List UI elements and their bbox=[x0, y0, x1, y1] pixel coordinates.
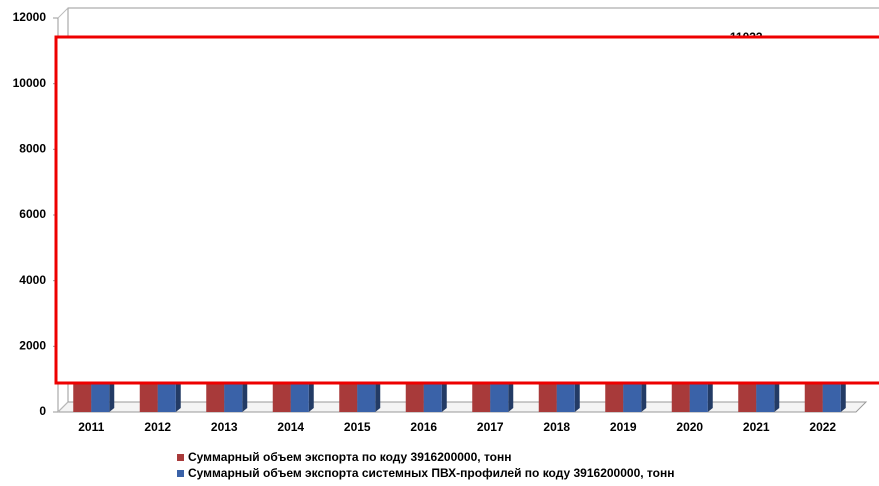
x-tick-label: 2012 bbox=[144, 420, 171, 434]
y-tick-label: 6000 bbox=[19, 207, 46, 221]
y-tick-label: 0 bbox=[39, 404, 46, 418]
legend-swatch bbox=[177, 454, 184, 461]
x-tick-label: 2013 bbox=[211, 420, 238, 434]
x-tick-label: 2015 bbox=[344, 420, 371, 434]
x-tick-label: 2022 bbox=[809, 420, 836, 434]
legend-label: Суммарный объем экспорта по коду 3916200… bbox=[188, 450, 511, 464]
x-tick-label: 2021 bbox=[743, 420, 770, 434]
x-tick-label: 2016 bbox=[410, 420, 437, 434]
y-tick-label: 8000 bbox=[19, 142, 46, 156]
legend-label: Суммарный объем экспорта системных ПВХ-п… bbox=[188, 466, 674, 480]
x-tick-label: 2014 bbox=[277, 420, 304, 434]
x-tick-label: 2017 bbox=[477, 420, 504, 434]
grid-line bbox=[57, 7, 69, 19]
y-tick-label: 4000 bbox=[19, 273, 46, 287]
highlight-box bbox=[54, 35, 879, 385]
grid-line bbox=[57, 401, 69, 413]
legend-swatch bbox=[177, 470, 184, 477]
x-tick-label: 2018 bbox=[543, 420, 570, 434]
x-tick-label: 2020 bbox=[676, 420, 703, 434]
y-tick-label: 2000 bbox=[19, 339, 46, 353]
x-tick-label: 2011 bbox=[78, 420, 104, 434]
y-tick-label: 10000 bbox=[13, 76, 47, 90]
y-tick-label: 12000 bbox=[13, 10, 47, 24]
x-tick-label: 2019 bbox=[610, 420, 637, 434]
